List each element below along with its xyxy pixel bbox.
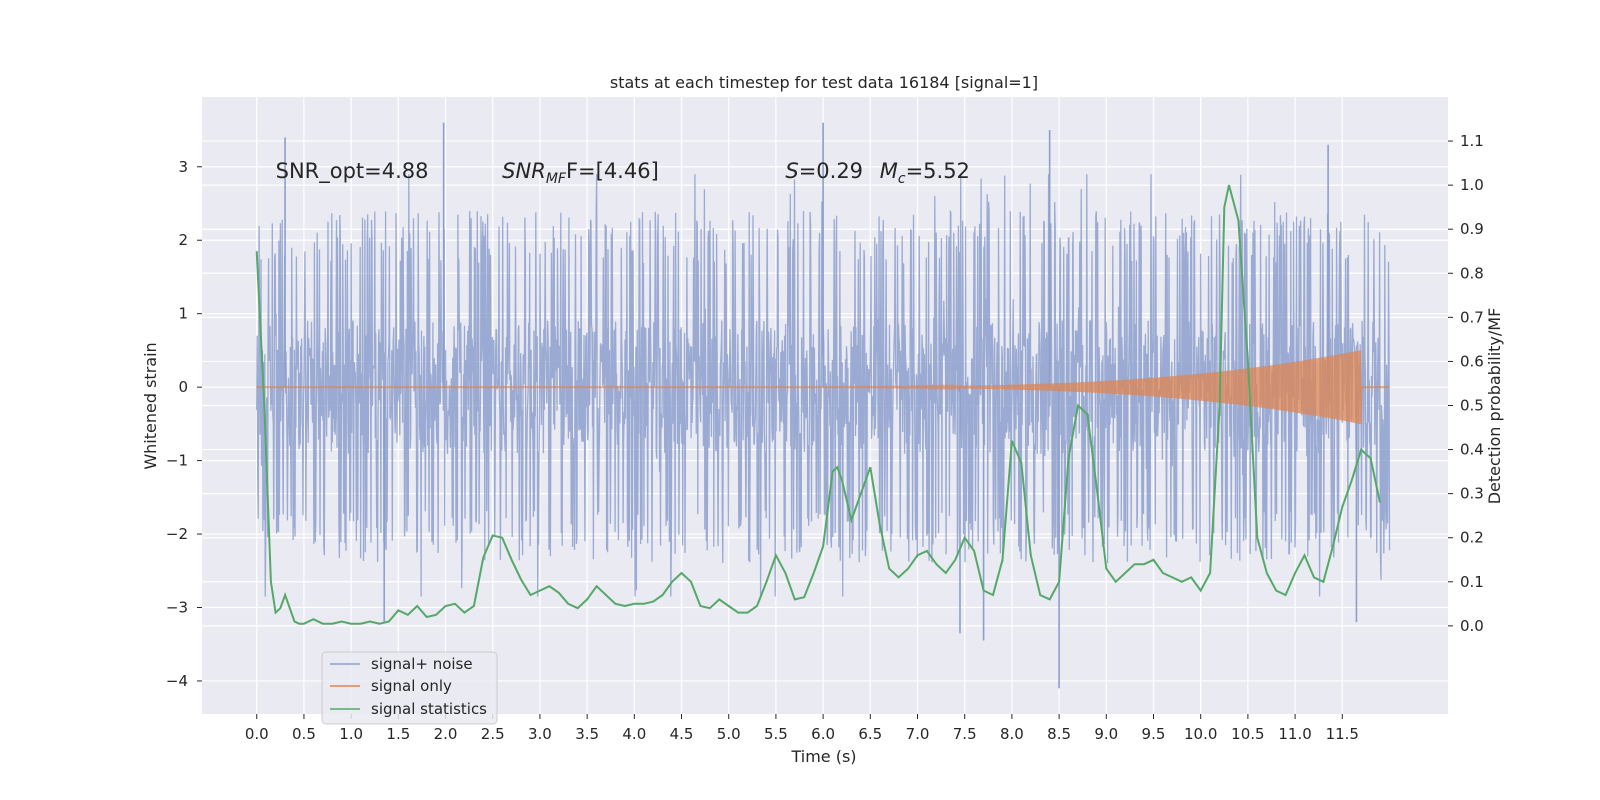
y-axis-ticks: 3 2 1 0 −1 −2 −3 −4: [166, 158, 202, 690]
y-tick-label: −3: [166, 598, 188, 616]
x-tick-label: 7.5: [953, 725, 977, 743]
y2-tick-label: 0.6: [1460, 352, 1484, 370]
x-tick-label: 1.0: [339, 725, 363, 743]
y-tick-label: 1: [178, 305, 188, 323]
y-tick-label: 2: [178, 231, 188, 249]
x-tick-label: 3.5: [575, 725, 599, 743]
legend: signal+ noise signal only signal statist…: [321, 651, 498, 725]
y2-tick-label: 0.9: [1460, 220, 1484, 238]
y2-tick-label: 0.8: [1460, 264, 1484, 282]
x-tick-label: 1.5: [386, 725, 410, 743]
x-tick-label: 4.0: [622, 725, 646, 743]
legend-label-stats: signal statistics: [371, 700, 487, 718]
x-tick-label: 5.0: [717, 725, 741, 743]
x-tick-label: 3.0: [528, 725, 552, 743]
y2-axis-label: Detection probability/MF: [1485, 308, 1504, 505]
x-axis-label: Time (s): [790, 747, 856, 766]
y2-tick-label: 0.0: [1460, 617, 1484, 635]
legend-label-signal: signal only: [371, 677, 452, 695]
stat-annotation: SNRMFF=[4.46]: [502, 159, 659, 187]
y-tick-label: 3: [178, 158, 188, 176]
legend-label-noise: signal+ noise: [371, 655, 473, 673]
x-tick-label: 10.5: [1231, 725, 1264, 743]
x-tick-label: 9.5: [1142, 725, 1166, 743]
signal-statistics-series: [255, 184, 1381, 625]
stat-annotation: S=0.29: [785, 159, 863, 183]
stat-annotation: Mc=5.52: [880, 159, 970, 187]
signal-only-trace: [256, 350, 1390, 425]
y-tick-label: 0: [178, 378, 188, 396]
y2-tick-label: 0.4: [1460, 441, 1484, 459]
chart-title: stats at each timestep for test data 161…: [610, 73, 1038, 92]
y-tick-label: −2: [166, 525, 188, 543]
y2-axis-ticks: 1.1 1.0 0.9 0.8 0.7 0.6 0.5 0.4 0.3 0.2 0.1 0.0: [1448, 132, 1484, 635]
x-tick-label: 10.0: [1184, 725, 1217, 743]
legend-box: [321, 651, 498, 725]
y2-tick-label: 1.0: [1460, 176, 1484, 194]
y2-tick-label: 0.2: [1460, 529, 1484, 547]
x-tick-label: 11.5: [1326, 725, 1359, 743]
signal-only-series: [256, 350, 1390, 425]
x-tick-label: 2.0: [434, 725, 458, 743]
x-tick-label: 7.0: [906, 725, 930, 743]
x-tick-label: 0.0: [245, 725, 269, 743]
x-tick-label: 6.5: [858, 725, 882, 743]
x-tick-label: 4.5: [670, 725, 694, 743]
y-tick-label: −4: [166, 672, 188, 690]
x-tick-label: 11.0: [1278, 725, 1311, 743]
x-tick-label: 0.5: [292, 725, 316, 743]
y2-tick-label: 1.1: [1460, 132, 1484, 150]
x-axis-ticks: 0.0 0.5 1.0 1.5 2.0 2.5 3.0 3.5 4.0 4.5 5.0 5.5 6.0 6…: [245, 714, 1359, 743]
x-tick-label: 9.0: [1094, 725, 1118, 743]
y2-tick-label: 0.3: [1460, 485, 1484, 503]
stat-annotation: SNR_opt=4.88: [276, 159, 429, 184]
x-tick-label: 8.5: [1047, 725, 1071, 743]
signal-statistics-line: [255, 184, 1381, 625]
y2-tick-label: 0.5: [1460, 397, 1484, 415]
y2-tick-label: 0.1: [1460, 573, 1484, 591]
x-tick-label: 2.5: [481, 725, 505, 743]
x-tick-label: 5.5: [764, 725, 788, 743]
stat-annotations: SNR_opt=4.88 SNRMFF=[4.46] S=0.29 Mc=5.52: [276, 159, 970, 187]
y2-tick-label: 0.7: [1460, 308, 1484, 326]
signal-noise-series: [256, 122, 1391, 689]
x-tick-label: 6.0: [811, 725, 835, 743]
y-axis-label: Whitened strain: [141, 342, 160, 469]
y-tick-label: −1: [166, 452, 188, 470]
x-tick-label: 8.0: [1000, 725, 1024, 743]
